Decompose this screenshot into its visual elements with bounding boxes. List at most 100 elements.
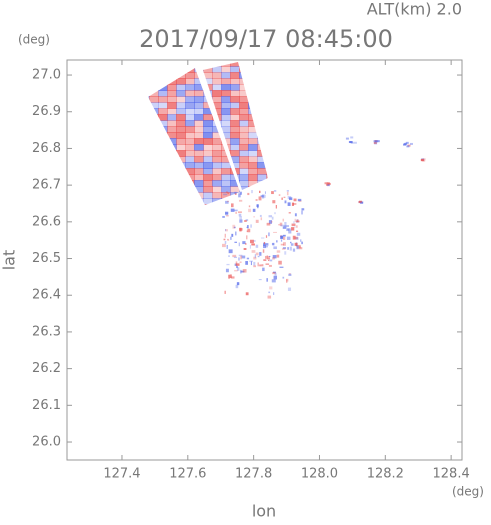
echo-speck (268, 264, 272, 267)
echo-cell (248, 66, 258, 73)
echo-cell (167, 198, 177, 205)
echo-cell (203, 150, 213, 157)
echo-speck (273, 292, 275, 295)
echo-cell (185, 96, 195, 103)
echo-speck (280, 239, 283, 242)
altitude: ALT(km) 2.0 (367, 0, 462, 19)
echo-cell (149, 96, 159, 103)
echo-speck (291, 202, 295, 206)
echo-speck (269, 255, 271, 257)
echo-speck (247, 228, 251, 233)
echo-cell (194, 156, 204, 163)
echo-cell (239, 108, 249, 115)
echo-speck (255, 244, 259, 248)
echo-cell (185, 198, 195, 205)
echo-speck (359, 200, 363, 203)
echo-cell (248, 114, 258, 121)
echo-cell (167, 102, 177, 109)
echo-speck (274, 212, 276, 215)
echo-cell (148, 162, 150, 169)
echo-cell (167, 156, 177, 163)
echo-cell (148, 90, 150, 97)
echo-cell (148, 78, 150, 85)
echo-cell (257, 96, 267, 103)
echo-cell (167, 62, 177, 67)
echo-cell (167, 84, 177, 91)
echo-speck (271, 191, 274, 195)
echo-cell (158, 66, 168, 73)
echo-speck (265, 263, 270, 265)
echo-cell (257, 72, 267, 79)
echo-cell (230, 138, 240, 145)
echo-speck (234, 241, 238, 243)
echo-cell (239, 114, 249, 121)
echo-cell (257, 198, 267, 205)
echo-cell (221, 144, 231, 151)
echo-cell (185, 180, 195, 187)
echo-cell (176, 168, 186, 175)
echo-speck (282, 234, 286, 237)
echo-cell (239, 132, 249, 139)
echo-speck (246, 225, 249, 229)
echo-speck (258, 279, 262, 281)
echo-cell (148, 62, 150, 67)
echo-speck (298, 247, 303, 250)
echo-cell (158, 156, 168, 163)
echo-speck (232, 254, 237, 258)
echo-cell (212, 96, 222, 103)
echo-speck (228, 274, 230, 279)
echo-cell (176, 108, 186, 115)
echo-speck (269, 259, 273, 262)
echo-cell (266, 72, 268, 79)
echo-cell (203, 168, 213, 175)
echo-cell (167, 192, 177, 199)
echo-speck (245, 219, 249, 222)
echo-speck (278, 260, 282, 265)
echo-cell (221, 162, 231, 169)
echo-cell (266, 62, 268, 67)
echo-cell (266, 120, 268, 127)
echo-cell (148, 108, 150, 115)
echo-cell (230, 62, 240, 67)
echo-cell (221, 192, 231, 199)
echo-cell (221, 96, 231, 103)
echo-speck (296, 225, 298, 228)
echo-speck (253, 240, 256, 242)
echo-speck (288, 229, 292, 234)
echo-cell (257, 84, 267, 91)
echo-cell (149, 162, 159, 169)
echo-cell (257, 132, 267, 139)
echo-speck (268, 215, 273, 218)
echo-speck (259, 190, 261, 193)
echo-cell (176, 156, 186, 163)
echo-speck (226, 263, 230, 266)
echo-speck (259, 214, 262, 217)
echo-cell (203, 62, 213, 67)
echo-cell (148, 96, 150, 103)
echo-speck (268, 232, 270, 237)
echo-cell (148, 204, 150, 205)
echo-speck (239, 191, 242, 195)
echo-cell (158, 186, 168, 193)
echo-cell (158, 162, 168, 169)
echo-speck (272, 255, 277, 259)
echo-speck (348, 141, 352, 144)
echo-speck (245, 261, 248, 265)
x-unit: (deg) (452, 485, 484, 499)
echo-speck (225, 212, 229, 214)
echo-speck (268, 220, 272, 224)
echo-speck (228, 255, 230, 257)
echo-cell (248, 174, 258, 181)
echo-speck (269, 286, 273, 290)
echo-cell (221, 84, 231, 91)
echo-speck (247, 192, 250, 196)
echo-cell (230, 126, 240, 133)
echo-cell (248, 72, 258, 79)
echo-cell (257, 144, 267, 151)
echo-cell (185, 144, 195, 151)
echo-speck (239, 227, 242, 232)
echo-cell (239, 120, 249, 127)
echo-cell (221, 156, 231, 163)
echo-cell (158, 192, 168, 199)
echo-speck (251, 243, 255, 246)
